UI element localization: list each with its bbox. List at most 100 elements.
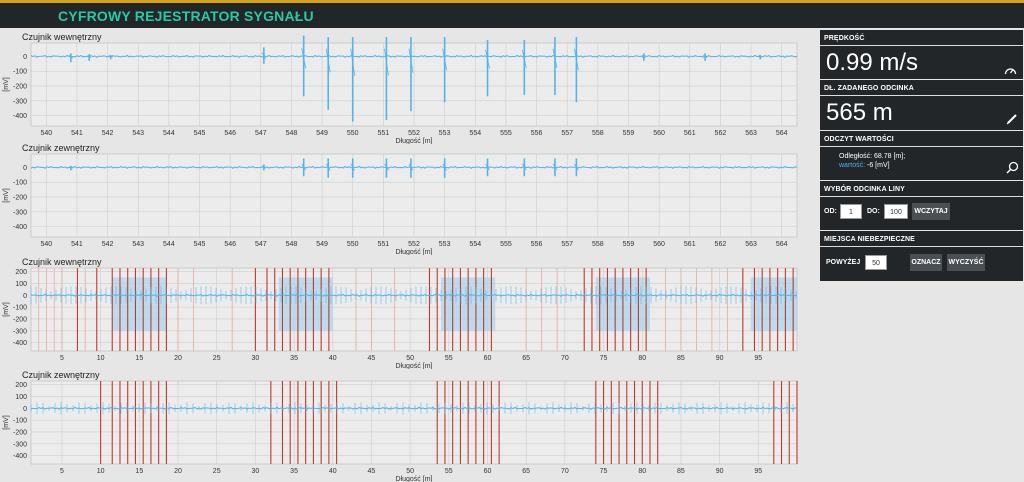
panel-title: Czujnik zewnętrzny: [22, 143, 100, 153]
length-value: 565 m: [826, 99, 893, 126]
x-tick-label: 558: [592, 130, 604, 137]
above-label: POWYŻEJ: [826, 259, 861, 266]
y-tick-label: -300: [13, 328, 27, 335]
x-tick-label: 557: [561, 241, 573, 248]
reading-value-label: wartość:: [839, 162, 866, 169]
pencil-icon[interactable]: [1006, 113, 1018, 125]
signal-spike-ringing: [442, 48, 448, 71]
charts-area: Czujnik wewnętrzny 0 -100 -200 -300 -400 540 5…: [0, 28, 815, 482]
x-tick-label: 562: [715, 241, 727, 248]
search-icon[interactable]: [1006, 161, 1019, 174]
x-tick-label: 542: [102, 241, 114, 248]
chart-panel-inner-full: Czujnik wewnętrzny 200 100 0 -100 -200 -300 -4…: [0, 255, 815, 369]
range-from-label: OD:: [824, 208, 837, 215]
y-tick-label: -300: [13, 98, 27, 105]
x-tick-label: 35: [290, 468, 298, 475]
side-panel: PRĘDKOŚĆ 0.99 m/s DŁ. ZADANEGO ODCINKA 5…: [818, 28, 1024, 482]
app-title: CYFROWY REJESTRATOR SYGNAŁU: [58, 8, 314, 24]
title-bar: CYFROWY REJESTRATOR SYGNAŁU: [0, 0, 1024, 28]
range-from-input[interactable]: 1: [840, 204, 862, 219]
y-axis-label: [mV]: [3, 415, 10, 429]
x-tick-label: 556: [531, 130, 543, 137]
signal-spike-ringing: [68, 166, 73, 169]
x-tick-label: 30: [251, 468, 259, 475]
x-axis-label: Długość [m]: [396, 249, 433, 255]
x-tick-label: 542: [102, 130, 114, 137]
y-tick-label: -200: [13, 194, 27, 201]
signal-spike-ringing: [384, 48, 389, 76]
x-tick-label: 563: [745, 241, 757, 248]
x-tick-label: 550: [347, 241, 359, 248]
x-tick-label: 557: [561, 130, 573, 137]
y-tick-label: 0: [23, 165, 27, 172]
chart-svg-inner-full[interactable]: 200 100 0 -100 -200 -300 -400 5 10 15 20 25 30 35 40 45…: [0, 255, 815, 369]
signal-spike-ringing: [408, 48, 414, 73]
signal-spike-ringing: [702, 54, 708, 59]
range-to-label: DO:: [867, 208, 880, 215]
x-tick-label: 560: [653, 241, 665, 248]
y-tick-label: 0: [23, 54, 27, 61]
signal-spike-ringing: [552, 48, 558, 68]
y-axis-label: [mV]: [3, 302, 10, 316]
x-tick-label: 564: [776, 130, 788, 137]
clear-button[interactable]: WYCZYŚĆ: [947, 254, 985, 271]
x-tick-label: 55: [445, 468, 453, 475]
signal-spike-ringing: [521, 49, 527, 68]
x-tick-label: 546: [224, 130, 236, 137]
x-tick-label: 50: [406, 468, 414, 475]
x-axis-label: Długość [m]: [396, 138, 433, 144]
x-tick-label: 20: [174, 355, 182, 362]
mark-button[interactable]: OZNACZ: [910, 254, 942, 271]
y-tick-label: 100: [15, 281, 27, 288]
y-tick-label: 200: [15, 382, 27, 389]
signal-band: [112, 277, 167, 331]
x-tick-label: 45: [368, 468, 376, 475]
reading-distance: Odległość: 68.78 [m];: [839, 153, 906, 160]
above-input[interactable]: 50: [865, 255, 887, 270]
chart-svg-outer-full[interactable]: 200 100 0 -100 -200 -300 -400 5 10 15 20 25 30 35 40 45…: [0, 368, 815, 482]
signal-spike-ringing: [552, 163, 558, 171]
panel-title: Czujnik wewnętrzny: [22, 32, 102, 42]
x-tick-label: 30: [251, 355, 259, 362]
load-button[interactable]: WCZYTAJ: [912, 203, 950, 220]
signal-trace: [30, 165, 798, 169]
x-tick-label: 10: [97, 468, 105, 475]
x-tick-label: 553: [439, 241, 451, 248]
chart-panel-inner-zoom: Czujnik wewnętrzny 0 -100 -200 -300 -400 540 5…: [0, 30, 815, 144]
panel-title: Czujnik wewnętrzny: [22, 257, 102, 267]
y-tick-label: 0: [23, 406, 27, 413]
x-tick-label: 90: [716, 468, 724, 475]
speed-value: 0.99 m/s: [826, 49, 919, 76]
x-tick-label: 554: [469, 130, 481, 137]
y-axis-label: [mV]: [3, 188, 10, 202]
y-tick-label: -300: [13, 441, 27, 448]
x-tick-label: 564: [776, 241, 788, 248]
x-tick-label: 541: [71, 130, 83, 137]
chart-panel-outer-zoom: Czujnik zewnętrzny 0 -100 -200 -300 -400 540 5…: [0, 141, 815, 255]
signal-spike-ringing: [641, 54, 647, 59]
y-tick-label: 100: [15, 394, 27, 401]
signal-spike-ringing: [574, 163, 579, 171]
range-to-input[interactable]: 100: [884, 204, 908, 219]
x-tick-label: 75: [600, 468, 608, 475]
plot-area: [30, 380, 798, 465]
x-axis-label: Długość [m]: [396, 363, 433, 369]
x-tick-label: 25: [213, 355, 221, 362]
signal-spike-ringing: [521, 163, 527, 171]
x-tick-label: 547: [255, 241, 267, 248]
danger-card: MIEJSCA NIEBEZPIECZNE POWYŻEJ 50 OZNACZ …: [820, 231, 1023, 281]
signal-spike-ringing: [485, 49, 490, 69]
y-tick-label: -100: [13, 69, 27, 76]
chart-svg-outer-zoom[interactable]: 0 -100 -200 -300 -400 540 541 542 543 544 545 546 54…: [0, 141, 815, 255]
speedometer-icon[interactable]: [1004, 65, 1017, 76]
signal-spike-ringing: [261, 52, 267, 59]
signal-spike-ringing: [325, 48, 331, 73]
y-tick-label: -200: [13, 316, 27, 323]
signal-trace: [30, 406, 798, 410]
x-tick-label: 555: [500, 241, 512, 248]
x-tick-label: 70: [561, 468, 569, 475]
x-tick-label: 551: [378, 130, 390, 137]
signal-spike-ringing: [384, 163, 389, 171]
chart-svg-inner-zoom[interactable]: 0 -100 -200 -300 -400 540 541 542 543 544 545 546 54…: [0, 30, 815, 144]
x-tick-label: 25: [213, 468, 221, 475]
